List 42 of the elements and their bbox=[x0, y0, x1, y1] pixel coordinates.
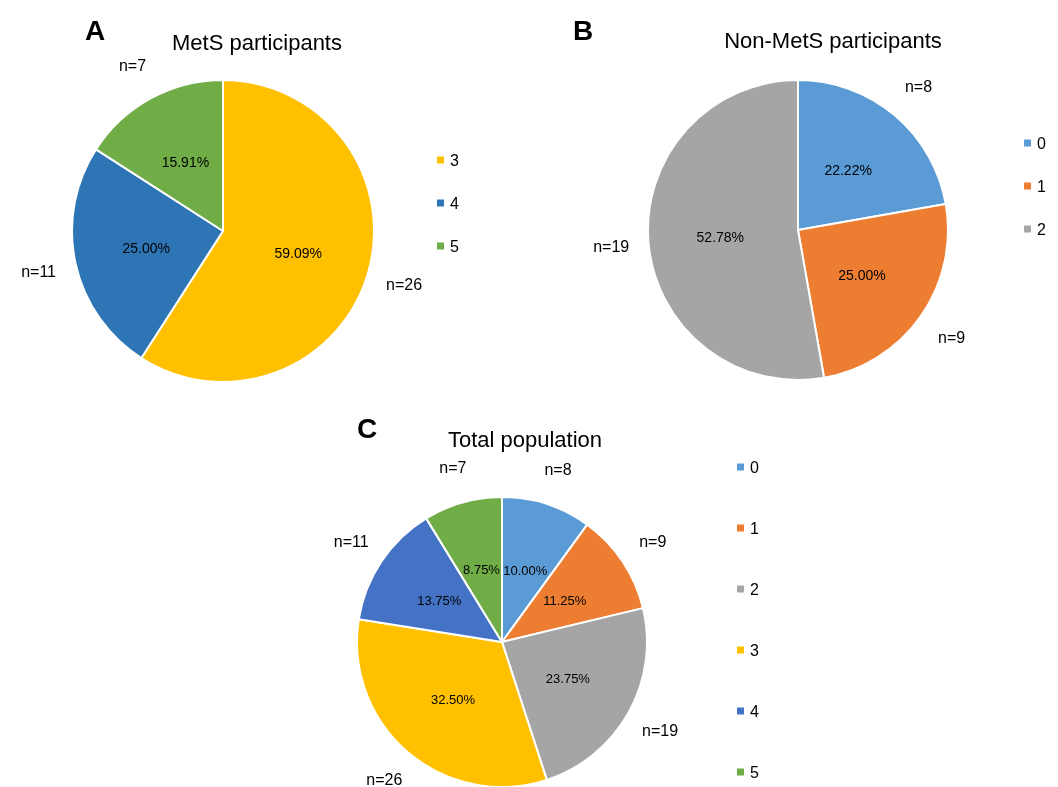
legend-label: 4 bbox=[750, 702, 759, 720]
text: n=19 bbox=[593, 237, 630, 255]
chart-title: MetS participants bbox=[172, 29, 342, 55]
legend-label: 4 bbox=[450, 194, 459, 212]
legend-label: 5 bbox=[450, 237, 459, 255]
legend-label: 3 bbox=[750, 641, 759, 659]
data-label: 22.22% bbox=[824, 162, 872, 179]
legend-label: 1 bbox=[750, 519, 759, 537]
text: n=26 bbox=[366, 771, 403, 787]
text: n=11 bbox=[333, 532, 369, 550]
legend-label: 0 bbox=[750, 458, 759, 476]
data-label: 15.91% bbox=[161, 154, 210, 171]
text: n=9 bbox=[639, 532, 667, 550]
chart-title: Total population bbox=[447, 426, 603, 452]
text: n=8 bbox=[544, 461, 572, 479]
legend-label: 5 bbox=[750, 763, 759, 781]
data-label: 25.00% bbox=[838, 266, 886, 283]
data-label: 25.00% bbox=[122, 239, 171, 256]
legend-label: 2 bbox=[1037, 220, 1046, 238]
text: n=19 bbox=[642, 722, 679, 740]
text: A bbox=[85, 14, 106, 46]
text: n=26 bbox=[386, 275, 423, 293]
text: n=7 bbox=[439, 459, 467, 477]
legend-label: 2 bbox=[750, 580, 759, 598]
data-label: 32.50% bbox=[430, 691, 476, 707]
text: n=11 bbox=[21, 262, 56, 280]
text: n=8 bbox=[904, 77, 933, 95]
legend-label: 0 bbox=[1037, 134, 1046, 152]
data-label: 23.75% bbox=[545, 671, 591, 687]
chart-title: Non-MetS participants bbox=[724, 27, 942, 53]
text: n=7 bbox=[118, 56, 147, 74]
data-label: 11.25% bbox=[543, 592, 587, 608]
data-label: 10.00% bbox=[503, 562, 548, 578]
text: C bbox=[357, 412, 378, 444]
data-label: 13.75% bbox=[417, 592, 462, 608]
legend-label: 1 bbox=[1037, 177, 1046, 195]
data-label: 8.75% bbox=[463, 561, 501, 577]
text: B bbox=[573, 14, 594, 46]
legend-label: 3 bbox=[450, 151, 459, 169]
data-label: 52.78% bbox=[696, 228, 745, 245]
data-label: 59.09% bbox=[274, 245, 323, 262]
text: n=9 bbox=[938, 329, 966, 347]
